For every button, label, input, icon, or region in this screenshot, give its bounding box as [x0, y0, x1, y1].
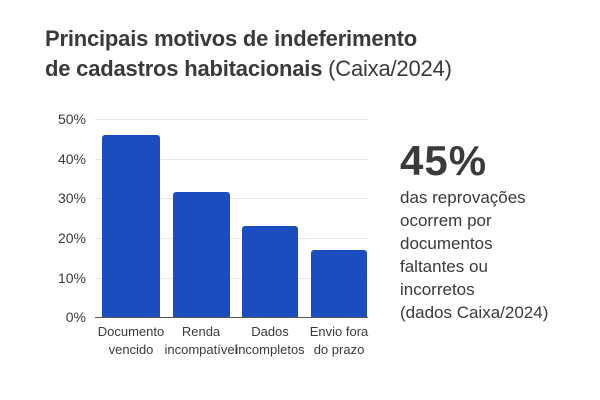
x-label-line: incompletos [235, 342, 305, 357]
x-label-line: Renda [181, 324, 221, 339]
callout-line: incorretos [400, 280, 475, 299]
callout-description: das reprovações ocorrem por documentos f… [400, 186, 590, 324]
bar-documento-vencido [102, 134, 160, 317]
bar-renda-incompativel [173, 192, 230, 317]
highlight-callout: 45% das reprovações ocorrem por document… [400, 138, 590, 324]
x-label-dados-incompletos: Dados incompletos [230, 323, 310, 359]
callout-value: 45% [400, 137, 488, 184]
title-source: (Caixa/2024) [322, 56, 452, 81]
chart-title: Principais motivos de indeferimento de c… [45, 24, 565, 84]
callout-line: das reprovações [400, 188, 526, 207]
x-label-line: Dados [251, 324, 289, 339]
y-tick-10: 10% [57, 270, 86, 286]
y-tick-40: 40% [57, 151, 86, 167]
x-label-documento-vencido: Documento vencido [91, 323, 171, 359]
gridline-10 [95, 278, 368, 279]
callout-line: faltantes ou [400, 257, 488, 276]
title-line-2: de cadastros habitacionais [45, 56, 323, 81]
bar-dados-incompletos [242, 225, 298, 317]
y-tick-50: 50% [57, 111, 86, 127]
callout-line: (dados Caixa/2024) [400, 303, 549, 322]
x-label-envio-fora-do-prazo: Envio fora do prazo [299, 323, 379, 359]
x-label-line: Envio fora [309, 324, 369, 339]
x-label-line: Documento [97, 324, 165, 339]
x-label-line: incompatível [164, 342, 238, 357]
callout-line: documentos [400, 234, 493, 253]
y-tick-20: 20% [57, 230, 86, 246]
gridline-50 [95, 119, 368, 120]
x-label-renda-incompativel: Renda incompatível [161, 323, 241, 359]
bar-envio-fora-do-prazo [311, 249, 367, 317]
x-label-line: do prazo [313, 342, 365, 357]
gridline-40 [95, 159, 368, 160]
gridline-20 [95, 238, 368, 239]
y-tick-0: 0% [65, 309, 86, 325]
x-axis-baseline [95, 317, 368, 318]
y-tick-30: 30% [57, 190, 86, 206]
x-label-line: vencido [108, 342, 154, 357]
callout-line: ocorrem por [400, 211, 492, 230]
gridline-30 [95, 198, 368, 199]
title-line-1: Principais motivos de indeferimento [45, 26, 417, 51]
